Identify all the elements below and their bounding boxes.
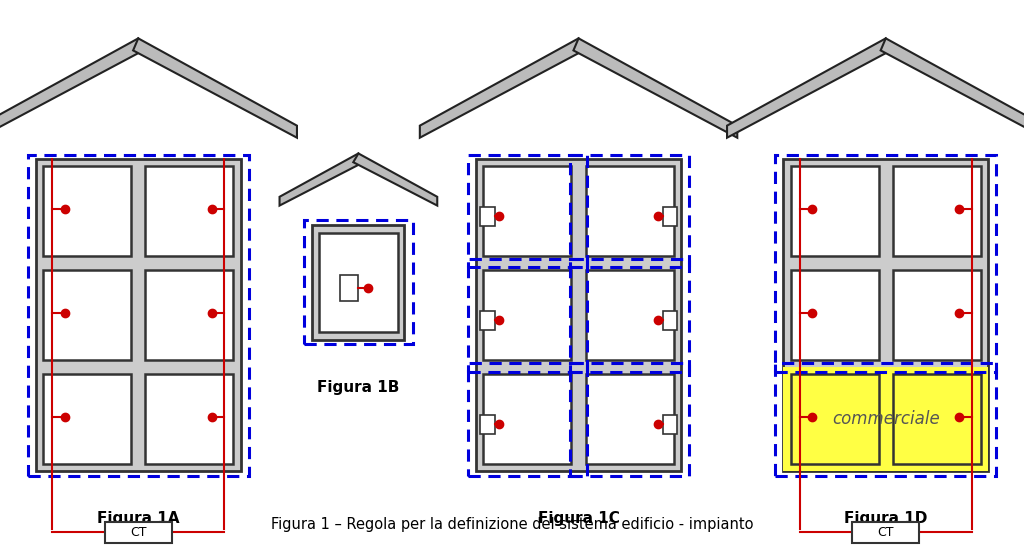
Bar bbox=[663, 207, 677, 226]
Bar bbox=[480, 415, 495, 434]
Bar bbox=[145, 166, 233, 256]
Bar bbox=[893, 374, 981, 464]
Bar bbox=[570, 363, 689, 476]
Bar bbox=[791, 166, 879, 256]
Text: Figura 1D: Figura 1D bbox=[844, 511, 928, 526]
Bar bbox=[791, 374, 879, 464]
Polygon shape bbox=[420, 38, 584, 138]
Polygon shape bbox=[280, 153, 364, 206]
Polygon shape bbox=[353, 153, 437, 206]
Bar bbox=[570, 259, 689, 372]
Bar bbox=[775, 363, 996, 476]
Bar bbox=[483, 166, 571, 256]
Bar bbox=[468, 259, 587, 372]
Bar bbox=[586, 374, 674, 464]
Bar bbox=[480, 311, 495, 330]
Bar bbox=[36, 159, 241, 471]
Text: CT: CT bbox=[878, 526, 894, 539]
Bar bbox=[318, 233, 398, 332]
Bar bbox=[476, 159, 681, 471]
Polygon shape bbox=[0, 38, 143, 138]
Bar bbox=[783, 159, 988, 471]
Bar bbox=[43, 270, 131, 360]
Bar bbox=[663, 311, 677, 330]
Bar bbox=[783, 367, 988, 471]
Polygon shape bbox=[727, 38, 891, 138]
Bar bbox=[145, 374, 233, 464]
Bar bbox=[586, 166, 674, 256]
Bar bbox=[480, 207, 495, 226]
Bar bbox=[893, 270, 981, 360]
Bar bbox=[791, 270, 879, 360]
Bar bbox=[145, 270, 233, 360]
Bar bbox=[105, 522, 172, 543]
Bar bbox=[586, 270, 674, 360]
Bar bbox=[340, 275, 358, 301]
Bar bbox=[468, 155, 587, 267]
Bar bbox=[483, 270, 571, 360]
Text: commerciale: commerciale bbox=[831, 410, 940, 428]
Bar bbox=[43, 166, 131, 256]
Polygon shape bbox=[881, 38, 1024, 138]
Text: Figura 1C: Figura 1C bbox=[538, 511, 620, 526]
Bar bbox=[43, 374, 131, 464]
Bar bbox=[775, 155, 996, 372]
Polygon shape bbox=[573, 38, 737, 138]
Bar bbox=[483, 374, 571, 464]
Text: Figura 1 – Regola per la definizione del sistema edificio - impianto: Figura 1 – Regola per la definizione del… bbox=[270, 517, 754, 532]
Bar bbox=[468, 363, 587, 476]
Bar bbox=[852, 522, 920, 543]
Polygon shape bbox=[133, 38, 297, 138]
Bar bbox=[893, 166, 981, 256]
Bar bbox=[28, 155, 249, 476]
Text: CT: CT bbox=[130, 526, 146, 539]
Text: Figura 1B: Figura 1B bbox=[317, 380, 399, 395]
Text: Figura 1A: Figura 1A bbox=[97, 511, 179, 526]
Bar bbox=[663, 415, 677, 434]
Bar bbox=[304, 220, 413, 344]
Bar bbox=[570, 155, 689, 267]
Bar bbox=[312, 225, 404, 340]
